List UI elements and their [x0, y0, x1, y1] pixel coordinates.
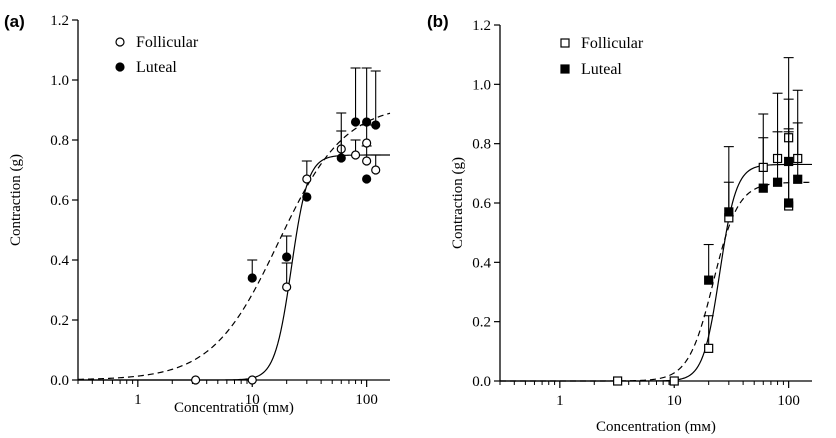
- y-tick-label: 0.2: [50, 313, 69, 329]
- data-point: [362, 174, 372, 184]
- data-point: [362, 138, 372, 148]
- x-tick-label: 100: [777, 393, 800, 409]
- x-tick-label: 10: [667, 393, 682, 409]
- legend-label-luteal: Luteal: [136, 59, 177, 76]
- y-tick-label: 1.0: [50, 73, 69, 89]
- y-axis-label: Contraction (g): [8, 154, 24, 246]
- data-point: [336, 153, 346, 163]
- y-tick-label: 1.2: [472, 18, 491, 34]
- legend: Follicular Luteal: [560, 35, 644, 78]
- y-tick-label: 0.8: [50, 133, 69, 149]
- legend-marker-follicular: [115, 37, 125, 47]
- legend: Follicular Luteal: [115, 34, 199, 76]
- data-point: [302, 174, 312, 184]
- legend-label-follicular: Follicular: [136, 34, 199, 51]
- y-tick-label: 0.2: [472, 315, 491, 331]
- y-tick-label: 0.0: [472, 374, 491, 390]
- data-point: [371, 120, 381, 130]
- data-point: [371, 165, 381, 175]
- data-point: [758, 183, 768, 193]
- y-tick-label: 0.4: [50, 253, 69, 269]
- fit-curve-luteal: [500, 181, 813, 382]
- data-point: [362, 117, 372, 127]
- y-tick-label: 1.2: [50, 13, 69, 29]
- fit-curve-luteal: [77, 112, 391, 380]
- data-point: [350, 117, 361, 127]
- data-point: [350, 150, 361, 160]
- data-point: [302, 192, 312, 202]
- legend-label-luteal: Luteal: [581, 61, 622, 78]
- data-point: [191, 375, 201, 385]
- data-point: [362, 156, 372, 166]
- y-tick-label: 0.6: [50, 193, 69, 209]
- data-point: [613, 376, 623, 386]
- legend-marker-follicular: [560, 38, 570, 48]
- data-point: [784, 198, 794, 208]
- data-point: [772, 177, 783, 187]
- y-tick-label: 0.6: [472, 196, 491, 212]
- data-point: [247, 273, 257, 283]
- y-axis-label: Contraction (g): [450, 157, 466, 249]
- y-tick-label: 0.8: [472, 137, 491, 153]
- x-tick-label: 100: [355, 392, 378, 408]
- data-point: [793, 174, 803, 184]
- panel-label: (a): [4, 12, 25, 31]
- fit-curve-follicular: [78, 154, 390, 381]
- data-point: [724, 207, 734, 217]
- legend-marker-luteal: [115, 62, 125, 72]
- fit-curve-follicular: [500, 163, 812, 382]
- x-axis-label: Concentration (mм): [174, 400, 294, 416]
- legend-label-follicular: Follicular: [581, 35, 644, 52]
- y-tick-label: 1.0: [472, 77, 491, 93]
- series-luteal: [247, 67, 381, 283]
- data-point: [704, 343, 714, 353]
- panel-label: (b): [427, 12, 449, 31]
- data-point: [669, 376, 679, 386]
- y-tick-label: 0.4: [472, 255, 491, 271]
- chart-panel-a: (a) 0.0 0.2 0.4 0.6 0.8 1.0 1.2 1 10 100 Contractio…: [4, 12, 391, 416]
- data-point: [282, 252, 292, 262]
- y-tick-label: 0.0: [50, 373, 69, 389]
- x-tick-label: 10: [245, 392, 260, 408]
- data-point: [784, 156, 794, 167]
- data-point: [282, 282, 292, 292]
- legend-marker-luteal: [560, 64, 570, 74]
- chart-panel-b: (b) 0.0 0.2 0.4 0.6 0.8 1.0 1.2 1 10 100 Contractio…: [427, 12, 813, 435]
- x-tick-label: 1: [556, 393, 564, 409]
- series-follicular: [613, 98, 803, 386]
- data-point: [247, 375, 257, 385]
- data-point: [704, 275, 714, 285]
- x-tick-label: 1: [134, 392, 142, 408]
- series-luteal: [703, 57, 803, 285]
- x-axis-label: Concentration (mм): [596, 419, 716, 435]
